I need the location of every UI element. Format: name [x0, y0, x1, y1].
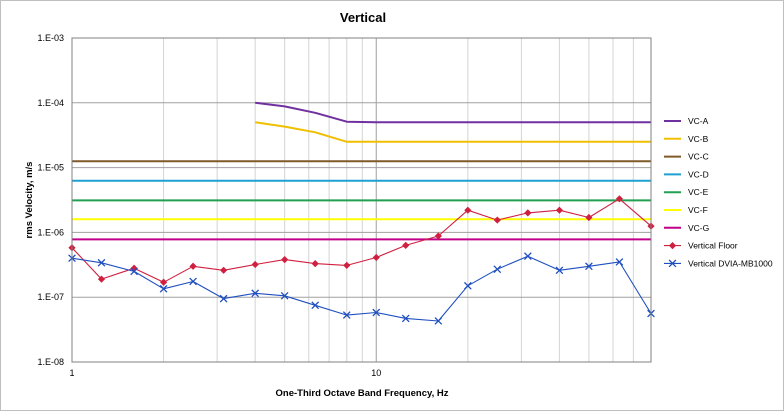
series-line: [71, 198, 652, 283]
x-tick-label: 10: [371, 368, 381, 378]
data-point: [97, 275, 106, 283]
data-point: [615, 258, 624, 266]
legend-label: Vertical DVIA-MB1000: [688, 258, 773, 268]
legend-label: VC-A: [688, 116, 709, 126]
y-tick-label: 1.E-06: [37, 227, 64, 237]
data-point: [342, 311, 351, 319]
series-line: [255, 101, 651, 124]
legend-item-vertical-floor: Vertical Floor: [664, 241, 738, 251]
data-point: [159, 284, 168, 293]
data-point: [493, 216, 501, 224]
legend-marker: [668, 242, 677, 250]
legend-label: VC-G: [688, 223, 709, 233]
data-point: [220, 266, 228, 274]
y-tick-label: 1.E-07: [37, 292, 64, 302]
legend-label: VC-D: [688, 169, 709, 179]
data-point: [311, 301, 320, 310]
data-point: [555, 206, 564, 214]
data-point: [251, 289, 260, 298]
legend-item-vc-c: VC-C: [664, 152, 709, 162]
data-point: [189, 277, 197, 286]
y-tick-label: 1.E-04: [37, 98, 64, 108]
data-point: [219, 294, 228, 303]
legend-label: VC-B: [688, 134, 709, 144]
data-point: [159, 278, 168, 286]
y-tick-label: 1.E-03: [37, 33, 64, 43]
chart-title: Vertical: [340, 10, 386, 25]
data-point: [463, 281, 472, 290]
data-point: [401, 314, 410, 323]
data-point: [311, 260, 319, 268]
legend-item-vc-b: VC-B: [664, 134, 709, 144]
data-point: [189, 262, 197, 270]
data-point: [434, 232, 442, 240]
data-point: [555, 266, 564, 275]
data-point: [585, 262, 593, 271]
data-point: [251, 260, 259, 269]
legend-item-vc-g: VC-G: [664, 223, 709, 233]
series-line: [255, 121, 651, 143]
data-point: [524, 209, 532, 217]
data-point: [585, 213, 593, 222]
data-point: [130, 264, 138, 272]
data-point: [130, 267, 138, 276]
x-tick-label: 1: [69, 368, 74, 378]
series-line: [71, 255, 652, 322]
legend-item-vc-e: VC-E: [664, 187, 709, 197]
y-tick-label: 1.E-05: [37, 163, 64, 173]
data-point: [280, 291, 289, 300]
data-point: [523, 252, 532, 261]
series-vc-b: [255, 121, 651, 143]
data-point: [615, 195, 624, 203]
tick-labels: 1.E-03 1.E-04 1.E-05 1.E-06 1.E-07 1.E-08 1 10: [37, 33, 381, 378]
series-vc-a: [255, 101, 651, 124]
data-point: [343, 261, 351, 269]
legend-label: VC-E: [688, 187, 709, 197]
series-vertical-floor: [68, 195, 655, 286]
data-point: [372, 253, 380, 262]
data-point: [493, 265, 502, 274]
legend-item-vc-a: VC-A: [664, 116, 709, 126]
data-point: [97, 258, 106, 267]
data-point: [402, 241, 410, 250]
plot-area-frame: [71, 37, 652, 363]
data-point: [464, 206, 472, 214]
series-layer: [68, 101, 655, 325]
legend: VC-A VC-B VC-C VC-D VC-E VC-F VC-G Vertical Flo…: [664, 116, 773, 268]
legend-label: VC-F: [688, 205, 708, 215]
y-axis-title: rms Velocity, m/s: [24, 162, 35, 239]
legend-label: VC-C: [688, 152, 709, 162]
data-point: [281, 256, 289, 264]
legend-item-vc-d: VC-D: [664, 169, 709, 179]
legend-item-vc-f: VC-F: [664, 205, 708, 215]
legend-label: Vertical Floor: [688, 241, 738, 251]
x-axis-title: One-Third Octave Band Frequency, Hz: [276, 388, 449, 399]
data-point: [372, 308, 381, 317]
y-tick-label: 1.E-08: [37, 357, 64, 367]
legend-item-vertical-dvia-mb1000: Vertical DVIA-MB1000: [664, 258, 773, 268]
legend-marker: [668, 259, 677, 268]
data-point: [434, 317, 443, 325]
series-vertical-dvia-mb1000: [68, 252, 655, 325]
